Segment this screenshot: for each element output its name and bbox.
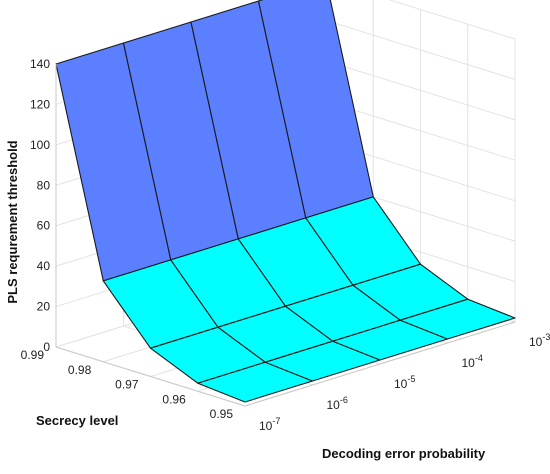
y-tick-label: 0.97: [115, 378, 139, 392]
z-axis-title: PLS requrement threshold: [5, 140, 20, 303]
y-tick-label: 0.95: [210, 407, 234, 421]
surface-plot: [55, 0, 516, 403]
z-tick-label: 0: [43, 340, 50, 354]
z-tick-label: 60: [37, 219, 51, 233]
y-axis-title: Secrecy level: [36, 413, 118, 428]
z-tick-label: 100: [30, 138, 50, 152]
z-tick-label: 80: [37, 178, 51, 192]
x-tick-label: 10-5: [394, 374, 415, 391]
tick-labels: 0 20 40 60 80 100 120 140 0.95 0.96 0.97 0.98 0.99 10…: [21, 57, 550, 433]
x-axis-line: [244, 321, 516, 407]
y-tick-label: 0.98: [68, 363, 92, 377]
z-tick-label: 40: [37, 259, 51, 273]
y-tick-label: 0.96: [162, 392, 186, 406]
x-tick-label: 10-7: [259, 416, 280, 433]
y-axis-line: [55, 346, 246, 407]
x-tick-label: 10-3: [529, 332, 550, 349]
x-tick-label: 10-6: [327, 395, 348, 412]
x-axis-title: Decoding error probability: [322, 446, 486, 461]
axis-box: [55, 64, 516, 407]
z-tick-label: 120: [30, 97, 50, 111]
y-tick-label: 0.99: [21, 348, 45, 362]
surface-cell: [399, 298, 516, 340]
z-tick-label: 20: [37, 300, 51, 314]
x-tick-label: 10-4: [462, 353, 483, 370]
z-tick-label: 140: [30, 57, 50, 71]
